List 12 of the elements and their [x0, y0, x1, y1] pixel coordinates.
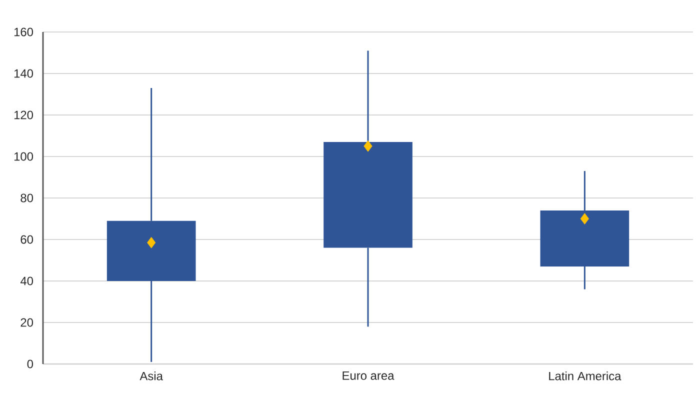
- y-tick-label: 120: [14, 110, 34, 120]
- y-tick-label: 140: [14, 69, 34, 78]
- y-tick-label: 40: [20, 276, 34, 286]
- x-tick-label: Euro area: [342, 372, 394, 380]
- y-tick-label: 60: [20, 235, 34, 244]
- y-tick-label: 20: [20, 318, 34, 327]
- y-tick-label: 80: [20, 194, 34, 202]
- y-tick-label: 0: [27, 360, 34, 368]
- x-tick-label: Asia: [140, 372, 163, 380]
- y-tick-label: 160: [14, 28, 34, 36]
- y-tick-label: 100: [14, 152, 34, 161]
- x-tick-label: Latin America: [549, 372, 622, 380]
